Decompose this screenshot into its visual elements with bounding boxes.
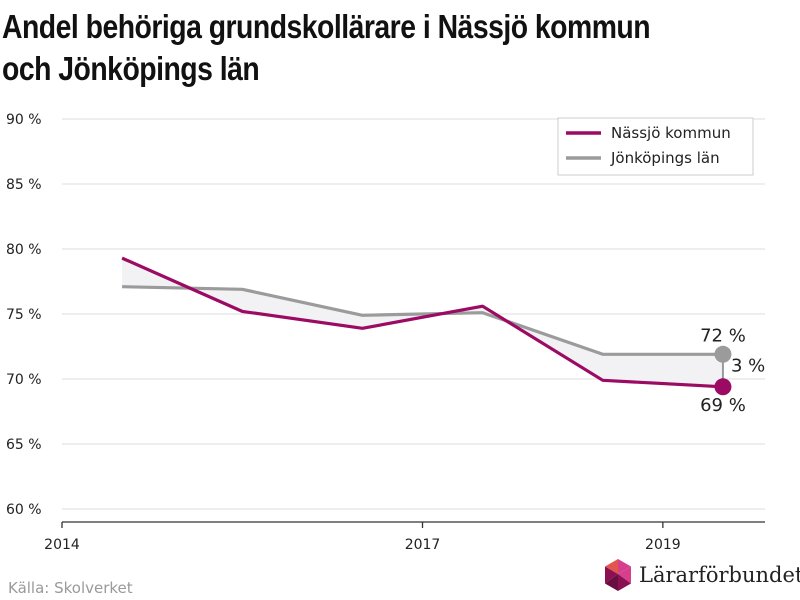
y-tick-label-75: 75 %: [6, 307, 42, 323]
annotations: 72 % 69 % 3 %: [700, 325, 765, 416]
y-tick-label-65: 65 %: [6, 437, 42, 453]
y-tick-label-80: 80 %: [6, 242, 42, 258]
legend-label-jonkopings-lan: Jönköpings län: [610, 149, 720, 167]
logo-segment: [618, 559, 631, 574]
logo-segment: [618, 566, 631, 584]
logo-segment: [605, 566, 618, 584]
y-axis-ticks: 60 % 65 % 70 % 75 % 80 % 85 % 90 %: [6, 112, 42, 518]
x-axis: 2014 2017 2019: [44, 521, 765, 553]
end-markers: [714, 345, 732, 396]
logo-segment: [605, 559, 618, 574]
end-marker-jonkopings-lan: [714, 345, 732, 363]
series-line-nassjo-kommun: [121, 256, 724, 389]
legend-box: [557, 117, 754, 176]
logo-segment: [605, 574, 618, 591]
end-marker-nassjo-kommun: [714, 378, 732, 396]
series-line-jonkopings-lan: [122, 285, 723, 356]
y-tick-label-60: 60 %: [6, 502, 42, 518]
lararforbundet-logo: Lärarförbundet: [603, 558, 800, 592]
chart-title: Andel behöriga grundskollärare i Nässjö …: [2, 8, 651, 87]
y-tick-label-70: 70 %: [6, 372, 42, 388]
difference-band-area: [122, 258, 723, 387]
x-tick-label-2014: 2014: [44, 537, 80, 553]
annotation-nassjo-kommun: 69 %: [700, 395, 746, 416]
y-tick-label-90: 90 %: [6, 112, 42, 128]
annotation-jonkopings-lan: 72 %: [700, 325, 746, 346]
logo-text: Lärarförbundet: [639, 563, 800, 587]
x-tick-label-2019: 2019: [645, 537, 681, 553]
hexagon-logo-icon: [605, 559, 631, 591]
logo-segment: [618, 574, 631, 591]
annotation-difference: 3 %: [731, 356, 765, 377]
series-lines: [121, 256, 724, 389]
y-tick-label-85: 85 %: [6, 177, 42, 193]
legend: Nässjö kommun Jönköpings län: [557, 117, 754, 176]
legend-label-nassjo-kommun: Nässjö kommun: [611, 124, 731, 142]
source-note: Källa: Skolverket: [8, 579, 133, 597]
difference-band: [122, 258, 723, 387]
x-tick-label-2017: 2017: [405, 537, 441, 553]
